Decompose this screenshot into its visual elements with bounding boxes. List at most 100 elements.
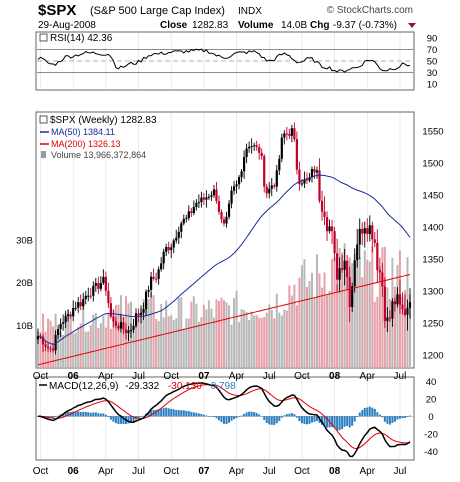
price-candle [162, 251, 165, 264]
macd-histogram-bar [403, 416, 406, 418]
macd-histogram-bar [315, 416, 318, 421]
macd-histogram-bar [99, 413, 102, 417]
price-candle [275, 170, 278, 187]
price-candle [263, 156, 266, 187]
macd-histogram-bar [109, 416, 112, 420]
macd-histogram-bar [117, 416, 120, 425]
price-candle [293, 128, 296, 140]
macd-histogram-bar [119, 416, 122, 424]
price-candle [308, 177, 311, 181]
volume-tick-label: 10B [16, 321, 33, 332]
macd-histogram-bar [182, 410, 185, 417]
price-candle [41, 336, 45, 345]
x-tick-label: Jul [263, 466, 276, 477]
price-candle [388, 317, 391, 319]
volume-bar [147, 299, 150, 368]
macd-histogram-bar [351, 416, 354, 426]
macd-histogram-bar [74, 411, 77, 417]
price-tick-label: 1200 [422, 351, 443, 362]
price-candle [235, 184, 238, 187]
price-candle [265, 186, 268, 194]
volume-legend-swatch [41, 151, 46, 158]
price-candle [210, 195, 213, 197]
price-candle [278, 158, 281, 171]
volume-bar [336, 284, 339, 368]
macd-histogram-bar [129, 416, 132, 423]
price-candle [109, 303, 112, 317]
price-candle [222, 219, 226, 224]
macd-histogram-bar [180, 410, 183, 417]
volume-bar [205, 309, 208, 368]
macd-histogram-bar [104, 414, 107, 417]
volume-bar [217, 301, 220, 368]
x-tick-label: Apr [359, 371, 375, 382]
price-candle [323, 211, 326, 218]
volume-bar [77, 327, 80, 368]
macd-histogram-bar [132, 416, 135, 422]
price-candle [356, 244, 359, 261]
macd-histogram-bar [323, 416, 326, 426]
volume-bar [263, 317, 266, 368]
price-candle [69, 314, 72, 317]
x-tick-label: Jul [263, 371, 276, 382]
macd-histogram-bar [253, 412, 256, 417]
macd-histogram-bar [243, 413, 246, 417]
macd-legend-macd: -29.332 [125, 381, 159, 392]
price-candle [398, 294, 402, 305]
volume-bar [109, 328, 112, 368]
price-candle [381, 272, 384, 287]
price-candle [348, 277, 351, 308]
price-candle [207, 196, 211, 198]
price-candle [408, 302, 412, 308]
macd-histogram-bar [222, 416, 225, 424]
date: 29-Aug-2008 [38, 20, 96, 31]
macd-histogram-bar [298, 416, 301, 422]
macd-histogram-bar [388, 416, 391, 425]
macd-histogram-bar [333, 416, 336, 429]
macd-histogram-bar [142, 415, 145, 417]
x-tick-label: Oct [33, 466, 49, 477]
price-candle [351, 286, 354, 307]
volume-bar [192, 296, 195, 368]
volume-bar [112, 310, 115, 368]
x-tick-label: Oct [294, 466, 310, 477]
macd-histogram-bar [210, 416, 213, 417]
macd-histogram-bar [363, 408, 366, 417]
price-legend: $SPX (Weekly) 1282.83 MA(50) 1384.11 MA(… [39, 115, 157, 160]
macd-histogram-bar [165, 407, 168, 417]
macd-histogram-bar [67, 411, 70, 417]
price-legend-swatch [39, 115, 48, 124]
price-candle [77, 302, 80, 308]
volume-bar [167, 316, 170, 368]
macd-legend-name: MACD(12,26,9) [49, 381, 118, 392]
price-candle [353, 260, 356, 287]
price-candle [51, 348, 55, 351]
price-candle [99, 283, 102, 289]
volume-bar [135, 321, 138, 368]
macd-histogram-bar [238, 416, 241, 417]
volume-value: 14.0B [281, 20, 307, 31]
price-tick-label: 1550 [422, 127, 443, 138]
price-candle [406, 307, 409, 315]
close-value: 1282.83 [192, 20, 229, 31]
volume-bar [170, 315, 173, 368]
price-candle [137, 313, 140, 316]
volume-bar [82, 301, 85, 368]
macd-histogram-bar [233, 416, 236, 420]
price-candle [240, 171, 243, 178]
macd-histogram-bar [275, 416, 278, 424]
macd-histogram-bar [157, 409, 160, 417]
x-tick-label: Apr [229, 371, 245, 382]
price-candle [338, 268, 341, 280]
macd-histogram-bar [102, 413, 105, 417]
price-candle [44, 344, 47, 347]
symbol: $SPX [38, 2, 76, 19]
macd-histogram-bar [92, 412, 95, 417]
volume-bar [142, 299, 145, 368]
price-candle [320, 200, 324, 212]
price-candle [270, 185, 273, 189]
volume-bar [172, 320, 175, 368]
volume-bar [253, 315, 256, 368]
price-candle [255, 145, 258, 147]
price-candle [132, 325, 135, 331]
